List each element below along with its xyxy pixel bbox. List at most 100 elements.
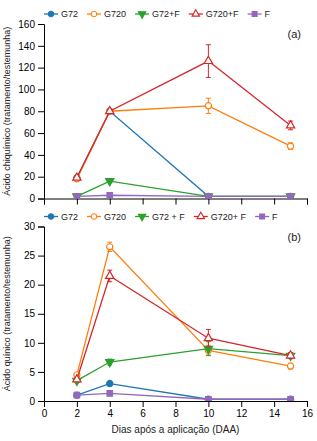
series bbox=[73, 45, 295, 180]
legend-label: G72 bbox=[61, 212, 78, 222]
y-tick: 80 bbox=[24, 106, 44, 117]
x-tick: 16 bbox=[302, 401, 314, 419]
legend-label: G720 bbox=[104, 212, 126, 222]
series-line bbox=[77, 61, 291, 178]
point bbox=[106, 360, 114, 367]
point bbox=[73, 375, 81, 382]
series bbox=[74, 108, 294, 198]
legend-label: G720+ F bbox=[211, 212, 247, 222]
y-tick-label: 140 bbox=[18, 41, 35, 52]
point bbox=[73, 194, 81, 199]
x-axis: 0246810121416 bbox=[42, 401, 314, 419]
x-tick-mark bbox=[241, 199, 242, 205]
x-tick-mark bbox=[307, 199, 308, 205]
y-tick-label: 20 bbox=[24, 171, 36, 182]
legend-swatch-marker bbox=[91, 214, 97, 220]
error-bar bbox=[288, 363, 293, 369]
error-bar bbox=[206, 98, 211, 113]
series-line bbox=[77, 276, 291, 380]
y-tick: 140 bbox=[18, 41, 44, 52]
y-tick: 25 bbox=[24, 250, 44, 261]
x-tick-label: 12 bbox=[236, 408, 248, 419]
x-tick-label: 14 bbox=[269, 408, 281, 419]
error-bar bbox=[288, 143, 293, 150]
y-tick-mark bbox=[38, 401, 44, 402]
legend-label: G72+F bbox=[152, 9, 180, 19]
x-tick-mark bbox=[176, 401, 177, 407]
x-tick-label: 16 bbox=[302, 408, 314, 419]
y-tick-label: 15 bbox=[24, 308, 36, 319]
legend-item: G72+F bbox=[135, 9, 180, 19]
legend-swatch-marker bbox=[48, 11, 54, 17]
series bbox=[74, 98, 294, 182]
point bbox=[206, 194, 211, 199]
y-axis-line bbox=[38, 227, 45, 402]
legend-item: G72 + F bbox=[135, 212, 185, 222]
y-axis: 051015202530 bbox=[24, 221, 45, 407]
legend-item: G72 bbox=[44, 212, 78, 222]
point bbox=[107, 380, 113, 386]
y-tick: 0 bbox=[29, 193, 44, 204]
y-tick-mark bbox=[38, 227, 44, 228]
legend-item: G720 bbox=[87, 9, 126, 19]
plot-area bbox=[73, 45, 295, 199]
y-tick: 120 bbox=[18, 62, 44, 73]
x-tick: 8 bbox=[173, 401, 179, 419]
series bbox=[74, 391, 293, 401]
x-tick-mark bbox=[110, 199, 111, 205]
point bbox=[287, 193, 293, 198]
x-tick-mark bbox=[274, 401, 275, 407]
x-tick-label: 0 bbox=[42, 408, 48, 419]
y-tick-label: 0 bbox=[29, 396, 35, 407]
chart-container: 020406080100120140160(a)Ácido chiquímico… bbox=[0, 0, 317, 441]
series bbox=[74, 192, 293, 198]
point bbox=[288, 397, 293, 401]
y-tick-label: 30 bbox=[24, 221, 36, 232]
y-tick-mark bbox=[38, 68, 44, 69]
point bbox=[106, 179, 114, 186]
y-tick-label: 0 bbox=[29, 193, 35, 204]
x-tick: 14 bbox=[269, 401, 281, 419]
point bbox=[286, 351, 294, 358]
x-tick: 10 bbox=[203, 401, 215, 419]
y-tick-mark bbox=[38, 24, 44, 25]
legend-item: G720+ F bbox=[194, 212, 247, 222]
y-tick-mark bbox=[38, 314, 44, 315]
x-tick-label: 8 bbox=[173, 408, 179, 419]
y-tick: 160 bbox=[18, 19, 44, 30]
legend: G72 G720 G72 + F G720+ F F bbox=[44, 212, 278, 222]
y-axis-title: Ácido quínico (tratamento/testemunha) bbox=[2, 236, 12, 391]
x-tick bbox=[110, 199, 111, 205]
x-tick bbox=[77, 199, 78, 205]
plot-area bbox=[73, 242, 295, 401]
x-tick-mark bbox=[208, 401, 209, 407]
series bbox=[74, 380, 294, 401]
legend-label: G720+F bbox=[206, 9, 239, 19]
y-tick-label: 100 bbox=[18, 84, 35, 95]
point bbox=[73, 173, 81, 180]
y-tick: 20 bbox=[24, 279, 44, 290]
x-tick: 4 bbox=[107, 401, 113, 419]
series-line bbox=[77, 106, 291, 179]
point bbox=[74, 194, 79, 199]
legend-label: F bbox=[272, 212, 278, 222]
y-tick-mark bbox=[38, 177, 44, 178]
x-axis-line bbox=[45, 199, 308, 205]
y-tick-label: 80 bbox=[24, 106, 36, 117]
y-tick-mark bbox=[38, 46, 44, 47]
x-tick-label: 2 bbox=[75, 408, 81, 419]
x-tick bbox=[307, 199, 308, 205]
legend-item: G720 bbox=[87, 212, 126, 222]
y-tick: 40 bbox=[24, 150, 44, 161]
legend-swatch-marker bbox=[197, 212, 204, 218]
x-tick bbox=[274, 199, 275, 205]
y-tick: 100 bbox=[18, 84, 44, 95]
series bbox=[73, 270, 295, 382]
y-tick-mark bbox=[38, 133, 44, 134]
series-line bbox=[77, 349, 291, 381]
point bbox=[204, 56, 212, 63]
series-line bbox=[77, 111, 291, 196]
point bbox=[204, 333, 212, 340]
y-axis: 020406080100120140160 bbox=[18, 19, 44, 205]
legend-swatch-marker bbox=[138, 12, 145, 18]
